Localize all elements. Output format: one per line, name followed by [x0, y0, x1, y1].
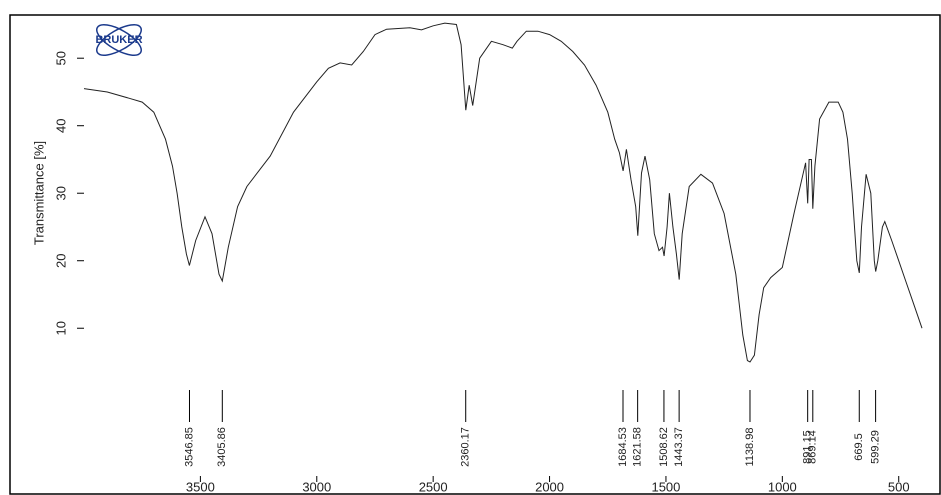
x-tick-label: 500 — [888, 479, 910, 494]
peak-label: 869.14 — [807, 430, 819, 464]
logo-orbit — [96, 24, 142, 56]
peak-label: 1138.98 — [744, 428, 756, 467]
peak-label: 599.29 — [870, 430, 882, 464]
y-tick-label: 20 — [53, 253, 68, 267]
logo: BRUKER — [95, 24, 143, 56]
peak-label: 2360.17 — [460, 427, 472, 467]
x-tick-label: 3500 — [186, 479, 215, 494]
peak-label: 1684.53 — [617, 427, 629, 467]
peak-label: 669.5 — [853, 433, 865, 461]
y-tick-label: 40 — [53, 118, 68, 132]
y-axis-title: Transmittance [%] — [31, 141, 46, 245]
plot-frame — [9, 14, 941, 495]
peak-label: 3546.85 — [183, 427, 195, 467]
x-tick-label: 1000 — [768, 479, 797, 494]
y-tick-label: 30 — [53, 186, 68, 200]
peak-label: 3405.86 — [216, 427, 228, 467]
spectrum-line — [83, 22, 923, 363]
logo-orbit — [96, 24, 142, 56]
y-tick-label: 10 — [53, 321, 68, 335]
x-tick-label: 3000 — [302, 479, 331, 494]
peak-label: 1508.62 — [658, 427, 670, 467]
y-tick-label: 50 — [53, 51, 68, 65]
logo-text: BRUKER — [95, 34, 142, 46]
x-tick-label: 1500 — [651, 479, 680, 494]
x-tick-label: 2500 — [419, 479, 448, 494]
peak-label: 1443.37 — [673, 427, 685, 467]
peak-label: 891.15 — [802, 430, 814, 464]
x-tick-label: 2000 — [535, 479, 564, 494]
peak-label: 1621.58 — [632, 427, 644, 467]
